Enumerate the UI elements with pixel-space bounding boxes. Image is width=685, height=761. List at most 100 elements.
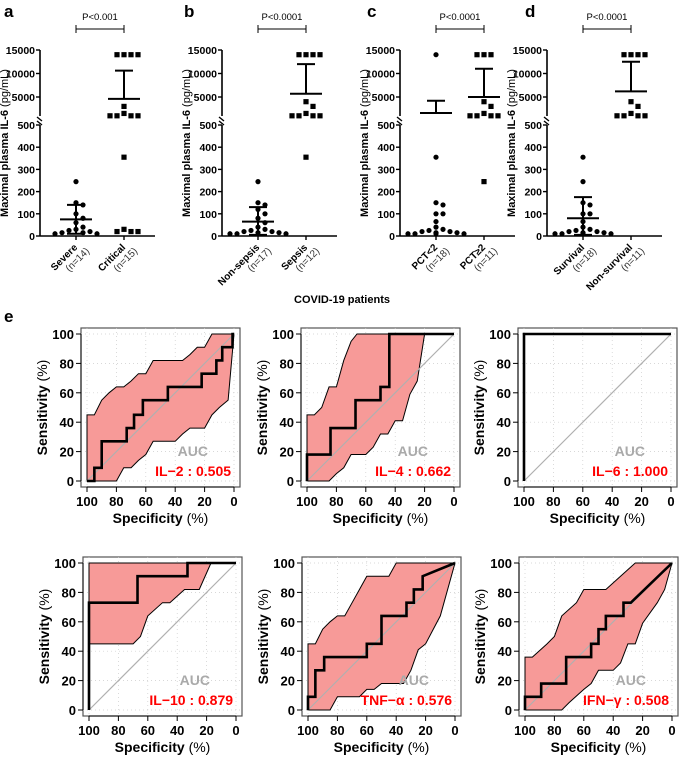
data-point	[474, 113, 480, 119]
data-point	[241, 228, 247, 235]
data-point	[135, 113, 141, 119]
y-tick-label: 5000	[194, 92, 218, 104]
y-tick-label: 0	[505, 703, 512, 718]
data-point	[80, 224, 86, 230]
x-tick-label: 60	[576, 494, 590, 509]
y-axis-label-unit: (%)	[471, 360, 487, 382]
data-point	[433, 218, 439, 225]
data-point	[303, 52, 309, 58]
roc-curve	[306, 561, 456, 710]
data-point	[317, 113, 323, 119]
roc-curve	[522, 332, 671, 481]
data-point	[467, 113, 473, 119]
data-point	[310, 103, 316, 109]
data-point	[255, 200, 261, 206]
y-tick-label: 100	[52, 327, 74, 342]
x-tick-label: 80	[109, 494, 123, 509]
y-axis-label-unit: (pg/mL)	[0, 69, 11, 107]
axis-break-mark	[543, 116, 550, 126]
x-tick-label: 100	[76, 494, 98, 509]
y-tick-label: 100	[54, 556, 76, 571]
data-point	[52, 231, 58, 237]
data-point	[635, 113, 641, 119]
reference-diagonal	[523, 333, 672, 482]
y-tick-label: 200	[377, 187, 395, 199]
p-value-label: P<0.0001	[587, 12, 628, 23]
reference-diagonal	[88, 562, 237, 711]
x-tick-label: 40	[606, 723, 620, 738]
data-point	[419, 228, 425, 235]
data-point	[121, 110, 127, 117]
x-axis-label: Specificity (%)	[115, 739, 211, 755]
y-tick-label: 60	[497, 386, 511, 401]
data-point	[310, 52, 316, 58]
data-point	[474, 52, 480, 58]
y-tick-label: 15000	[513, 45, 542, 57]
data-point	[642, 113, 648, 119]
y-tick-label: 40	[498, 644, 512, 659]
data-point	[262, 226, 268, 232]
group-caption: COVID-19 patients	[294, 294, 390, 306]
data-point	[276, 230, 282, 236]
x-tick-label: 100	[513, 494, 535, 509]
data-point	[461, 231, 467, 237]
data-point	[587, 202, 593, 208]
data-point	[433, 231, 439, 237]
x-tick-label: 20	[199, 723, 213, 738]
y-tick-label: 0	[287, 474, 294, 489]
x-tick-label: 20	[635, 723, 649, 738]
reference-diagonal	[306, 333, 455, 482]
data-point	[621, 113, 627, 119]
data-point	[135, 52, 141, 58]
x-axis-label-main: Specificity	[550, 510, 624, 526]
data-point	[594, 228, 600, 235]
data-point	[87, 228, 93, 235]
y-tick-label: 5000	[12, 92, 36, 104]
data-point	[317, 52, 323, 58]
x-tick-label: 100	[514, 723, 536, 738]
x-tick-label: Sepsis(n=12)	[280, 238, 323, 281]
y-tick-label: 60	[62, 615, 76, 630]
y-tick-label: 300	[377, 164, 395, 176]
data-point	[440, 211, 446, 217]
x-tick-label: 0	[232, 723, 239, 738]
x-axis-label: Specificity (%)	[333, 510, 429, 526]
y-tick-label: 10000	[188, 69, 217, 81]
y-tick-label: 0	[288, 703, 295, 718]
x-axis-label-unit: (%)	[624, 510, 646, 526]
y-tick-label: 80	[60, 356, 74, 371]
y-axis-label-main: Sensitivity	[34, 381, 50, 455]
y-tick-label: 80	[498, 585, 512, 600]
y-tick-label: 0	[211, 231, 217, 243]
y-tick-label: 400	[199, 142, 217, 154]
auc-label: AUC	[398, 443, 428, 459]
data-point	[114, 113, 120, 119]
x-tick-label: 60	[360, 723, 374, 738]
y-tick-label: 500	[524, 120, 542, 132]
y-axis-label-main: Maximal plasma IL-6	[0, 107, 11, 217]
data-point	[447, 228, 453, 235]
y-axis-label: Sensitivity (%)	[472, 589, 488, 685]
y-axis-label: Maximal plasma IL-6 (pg/mL)	[506, 69, 518, 217]
y-tick-label: 20	[62, 674, 76, 689]
data-point	[289, 113, 295, 119]
x-tick-label: 100	[296, 494, 318, 509]
data-point	[255, 179, 261, 185]
data-point	[495, 113, 501, 119]
x-tick-label: 80	[547, 723, 561, 738]
data-point	[587, 211, 593, 217]
data-point	[566, 228, 572, 235]
data-point	[433, 154, 439, 160]
y-axis-label: Maximal plasma IL-6 (pg/mL)	[359, 69, 371, 217]
dot-plot-panel-c: 0 100 200 300 400 500 5000 10000 15000 Maximal pl…	[359, 12, 515, 274]
data-point	[121, 103, 127, 109]
x-tick-label: 40	[168, 494, 182, 509]
y-tick-label: 20	[281, 674, 295, 689]
data-point	[234, 231, 240, 237]
y-axis-label-unit: (%)	[36, 589, 52, 611]
x-axis-label: Specificity (%)	[334, 739, 430, 755]
significance-bracket	[582, 25, 632, 33]
y-tick-label: 10000	[513, 69, 542, 81]
